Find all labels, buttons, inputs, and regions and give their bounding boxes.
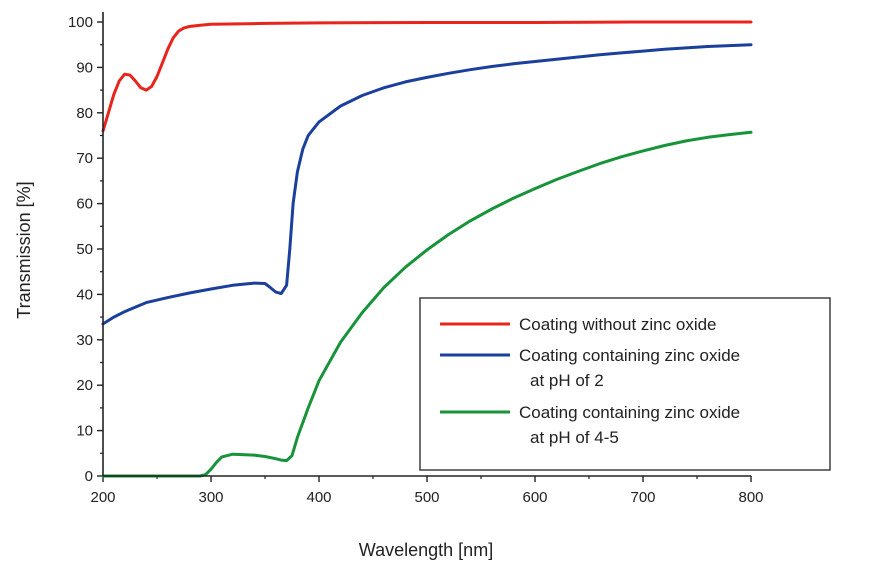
x-tick-label: 300 (198, 489, 223, 506)
x-tick-label: 400 (306, 489, 331, 506)
y-tick-label: 30 (76, 332, 93, 349)
legend-label-ph-4-5-line2: at pH of 4-5 (530, 428, 619, 447)
series-line-ph-4-5 (101, 130, 753, 478)
series-line-ph-2 (101, 43, 753, 326)
x-axis-ticks: 200 300 400 500 600 700 800 (90, 476, 764, 506)
y-tick-label: 90 (76, 59, 93, 76)
y-tick-label: 80 (76, 105, 93, 122)
legend-box (419, 297, 831, 471)
legend-label-ph-2: Coating containing zinc oxide (519, 346, 740, 365)
x-tick-label: 700 (630, 489, 655, 506)
y-tick-label: 100 (68, 14, 93, 31)
y-tick-label: 50 (76, 241, 93, 258)
legend-label-ph-4-5: Coating containing zinc oxide (519, 403, 740, 422)
x-tick-label: 800 (738, 489, 763, 506)
y-axis-ticks: 0 10 20 30 40 50 60 70 80 90 100 (68, 14, 103, 485)
y-axis-title: Transmission [%] (14, 181, 34, 318)
y-tick-label: 40 (76, 286, 93, 303)
legend-label-ph-2-line2: at pH of 2 (530, 371, 604, 390)
y-tick-label: 10 (76, 423, 93, 440)
y-tick-label: 20 (76, 377, 93, 394)
y-tick-label: 0 (85, 468, 93, 485)
y-tick-label: 70 (76, 150, 93, 167)
series-line-no-zinc-oxide (101, 20, 753, 133)
series-layer (101, 20, 753, 478)
legend: Coating without zinc oxide Coating conta… (419, 297, 831, 471)
x-tick-label: 500 (414, 489, 439, 506)
legend-label-no-zinc-oxide: Coating without zinc oxide (519, 315, 717, 334)
x-axis-title: Wavelength [nm] (359, 540, 493, 560)
y-tick-label: 60 (76, 196, 93, 213)
x-tick-label: 200 (90, 489, 115, 506)
x-tick-label: 600 (522, 489, 547, 506)
